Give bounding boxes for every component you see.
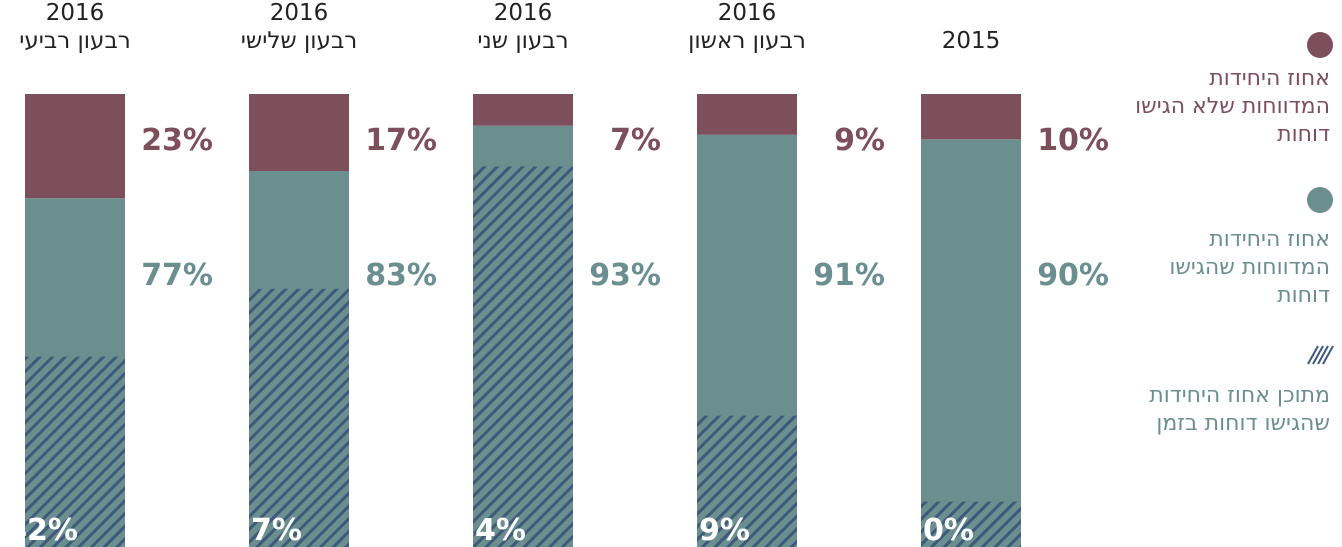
value-label: 83%	[365, 258, 437, 293]
legend-label: אחוז היחידות המדווחות שהגישו דוחות	[1169, 227, 1330, 308]
legend-hatch-icon	[1307, 345, 1334, 365]
value-label: 9%	[834, 123, 885, 158]
value-label: 77%	[141, 258, 213, 293]
bar-not-submitted	[249, 94, 349, 172]
value-label: 7%	[610, 123, 661, 158]
bar-on-time	[697, 415, 797, 547]
value-label: 91%	[813, 258, 885, 293]
value-label: 90%	[1037, 258, 1109, 293]
legend-hatch-stroke	[1307, 345, 1319, 365]
category-label: רבעון ראשון	[688, 28, 806, 54]
category-label: רבעון שלישי	[241, 28, 357, 54]
legend-hatch-stroke	[1322, 345, 1334, 365]
value-label: 84%	[454, 513, 526, 547]
category-label: רבעון רביעי	[19, 28, 131, 54]
value-label: 93%	[589, 258, 661, 293]
bar-submitted	[921, 139, 1021, 547]
bar-not-submitted	[921, 94, 1021, 140]
value-label: 10%	[902, 513, 974, 547]
legend-swatch	[1307, 187, 1333, 213]
bar-on-time	[921, 501, 1021, 547]
legend-label: מתוכן אחוז היחידות שהגישו דוחות בזמן	[1149, 383, 1330, 436]
bar-on-time	[473, 166, 573, 547]
value-label: 42%	[6, 513, 78, 547]
legend-hatch-stroke	[1317, 345, 1329, 365]
category-label: 2016	[718, 0, 777, 26]
value-label: 10%	[1037, 123, 1109, 158]
bar-on-time	[249, 288, 349, 547]
category-label: 2015	[942, 28, 1001, 54]
category-label: רבעון שני	[477, 28, 568, 54]
value-label: 17%	[365, 123, 437, 158]
bar-not-submitted	[25, 94, 125, 199]
legend-swatch	[1307, 32, 1333, 58]
bar-on-time	[25, 356, 125, 547]
value-label: 23%	[141, 123, 213, 158]
legend-hatch-stroke	[1312, 345, 1324, 365]
category-label: 2016	[494, 0, 553, 26]
legend-label: אחוז היחידות המדווחות שלא הגישו דוחות	[1135, 66, 1330, 147]
value-label: 29%	[678, 513, 750, 547]
category-label: 2016	[270, 0, 329, 26]
category-label: 2016	[46, 0, 105, 26]
value-label: 57%	[230, 513, 302, 547]
bar-not-submitted	[473, 94, 573, 126]
bar-not-submitted	[697, 94, 797, 135]
